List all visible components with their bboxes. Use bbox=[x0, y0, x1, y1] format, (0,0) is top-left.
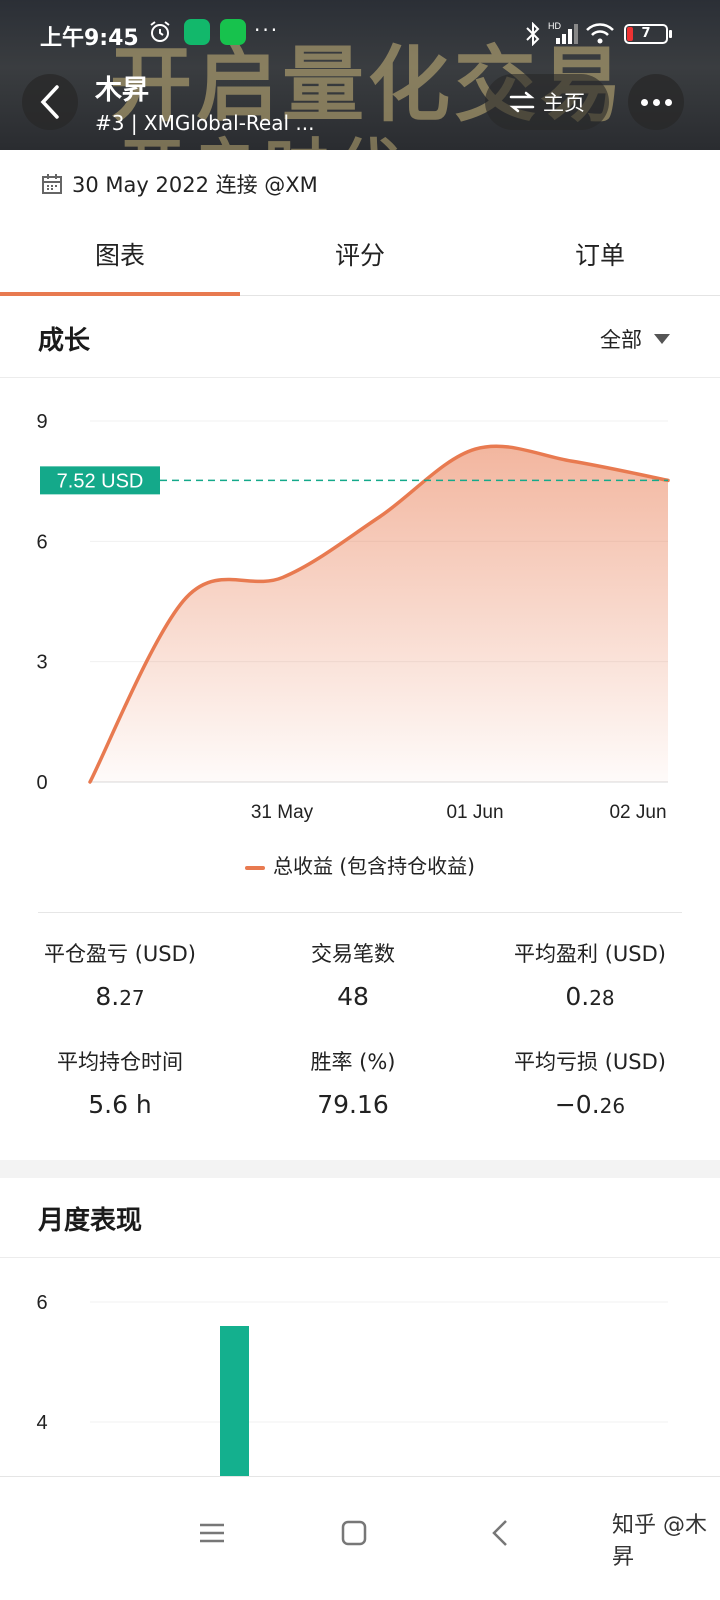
stat-label: 平仓盈亏 (USD) bbox=[44, 942, 196, 966]
home-button-label: 主页 bbox=[543, 91, 585, 115]
stat-closed-pnl: 平仓盈亏 (USD) 8.27 bbox=[0, 938, 240, 1011]
system-nav-bar: 知乎 @木昇 bbox=[0, 1476, 720, 1600]
connection-info: 30 May 2022 连接 @XM bbox=[40, 168, 318, 200]
home-icon[interactable] bbox=[334, 1513, 374, 1553]
banner-subline: 开启时代 bbox=[120, 118, 408, 150]
stat-value: 79.16 bbox=[317, 1090, 389, 1119]
dot-icon bbox=[640, 98, 648, 106]
tab-orders[interactable]: 订单 bbox=[574, 241, 625, 270]
reference-badge bbox=[40, 466, 160, 495]
legend-label: 总收益 (包含持仓收益) bbox=[273, 854, 475, 878]
y-tick-label: 6 bbox=[36, 1292, 47, 1314]
page-title: 木昇 bbox=[95, 75, 149, 106]
stat-avg-loss: 平均亏损 (USD) −0.26 bbox=[470, 1046, 710, 1119]
x-tick-label: 02 Jun bbox=[609, 802, 666, 823]
home-button[interactable]: 主页 bbox=[485, 74, 609, 130]
alarm-icon bbox=[150, 21, 170, 42]
stat-value: 48 bbox=[337, 982, 369, 1011]
battery-icon: 7 bbox=[624, 24, 672, 44]
stat-label: 平均持仓时间 bbox=[57, 1050, 183, 1074]
stat-value: −0.26 bbox=[554, 1090, 626, 1119]
bluetooth-icon bbox=[526, 22, 540, 46]
stat-avg-hold-time: 平均持仓时间 5.6 h bbox=[0, 1046, 240, 1119]
account-subtitle: #3 | XMGlobal-Real ... bbox=[95, 111, 315, 135]
more-notifications-icon: ··· bbox=[254, 18, 280, 42]
stat-avg-profit: 平均盈利 (USD) 0.28 bbox=[470, 938, 710, 1011]
tab-rating[interactable]: 评分 bbox=[334, 241, 385, 270]
stat-label: 胜率 (%) bbox=[310, 1050, 396, 1074]
monthly-section-header: 月度表现 bbox=[0, 1178, 720, 1258]
signal-icon: HD bbox=[548, 21, 578, 44]
signal-hd-label: HD bbox=[548, 21, 561, 31]
stat-label: 交易笔数 bbox=[311, 942, 395, 966]
y-tick-label: 4 bbox=[36, 1412, 47, 1434]
stat-label: 平均盈利 (USD) bbox=[514, 942, 666, 966]
header-banner: 开启量化交易 开启时代 上午9:45 ··· HD 7 bbox=[0, 0, 720, 150]
growth-title: 成长 bbox=[38, 326, 91, 356]
stat-trade-count: 交易笔数 48 bbox=[233, 938, 473, 1011]
connection-text: 30 May 2022 连接 @XM bbox=[72, 173, 318, 197]
stat-value: 5.6 h bbox=[88, 1090, 152, 1119]
y-tick-label: 0 bbox=[36, 772, 47, 794]
legend-swatch bbox=[245, 865, 266, 870]
watermark-text: 知乎 @木昇 bbox=[612, 1513, 707, 1570]
stat-label: 平均亏损 (USD) bbox=[514, 1050, 666, 1074]
back-button[interactable] bbox=[22, 74, 78, 130]
x-tick-label: 31 May bbox=[251, 802, 314, 823]
chevron-left-icon bbox=[40, 85, 59, 119]
growth-section-header: 成长 全部 bbox=[0, 298, 720, 378]
wechat-icon bbox=[220, 19, 246, 45]
range-filter-label: 全部 bbox=[600, 328, 642, 352]
stat-value: 8.27 bbox=[95, 982, 145, 1011]
growth-chart: 0 3 6 9 7.52 USD 31 May 01 Jun 02 Jun bbox=[36, 411, 670, 823]
y-tick-label: 3 bbox=[36, 652, 47, 674]
status-bar: 上午9:45 ··· HD 7 bbox=[0, 0, 720, 62]
stat-value: 0.28 bbox=[565, 982, 615, 1011]
tab-chart[interactable]: 图表 bbox=[0, 222, 240, 296]
series-area bbox=[90, 446, 668, 782]
stat-win-rate: 胜率 (%) 79.16 bbox=[233, 1046, 473, 1119]
calendar-icon bbox=[42, 174, 62, 194]
wifi-icon bbox=[586, 23, 614, 44]
reference-label: 7.52 USD bbox=[57, 470, 144, 492]
more-menu-button[interactable] bbox=[628, 74, 684, 130]
x-tick-label: 01 Jun bbox=[446, 802, 503, 823]
monthly-chart: 46 bbox=[36, 1292, 668, 1476]
range-filter-dropdown[interactable]: 全部 bbox=[600, 324, 670, 354]
swap-icon bbox=[509, 91, 535, 113]
growth-legend: 总收益 (包含持仓收益) bbox=[0, 850, 720, 879]
back-icon[interactable] bbox=[482, 1513, 522, 1553]
y-tick-label: 9 bbox=[36, 411, 47, 433]
tab-bar: 图表 评分 订单 bbox=[0, 222, 720, 296]
dot-icon bbox=[664, 98, 672, 106]
security-app-icon bbox=[184, 19, 210, 45]
dot-icon bbox=[652, 98, 660, 106]
bar bbox=[220, 1326, 249, 1476]
series-line bbox=[88, 444, 670, 784]
monthly-title: 月度表现 bbox=[38, 1206, 143, 1236]
section-divider bbox=[38, 912, 682, 913]
caret-down-icon bbox=[654, 334, 670, 344]
status-time: 上午9:45 bbox=[40, 26, 139, 51]
y-tick-label: 6 bbox=[36, 531, 47, 553]
recent-apps-icon[interactable] bbox=[192, 1513, 232, 1553]
section-gap bbox=[0, 1160, 720, 1178]
